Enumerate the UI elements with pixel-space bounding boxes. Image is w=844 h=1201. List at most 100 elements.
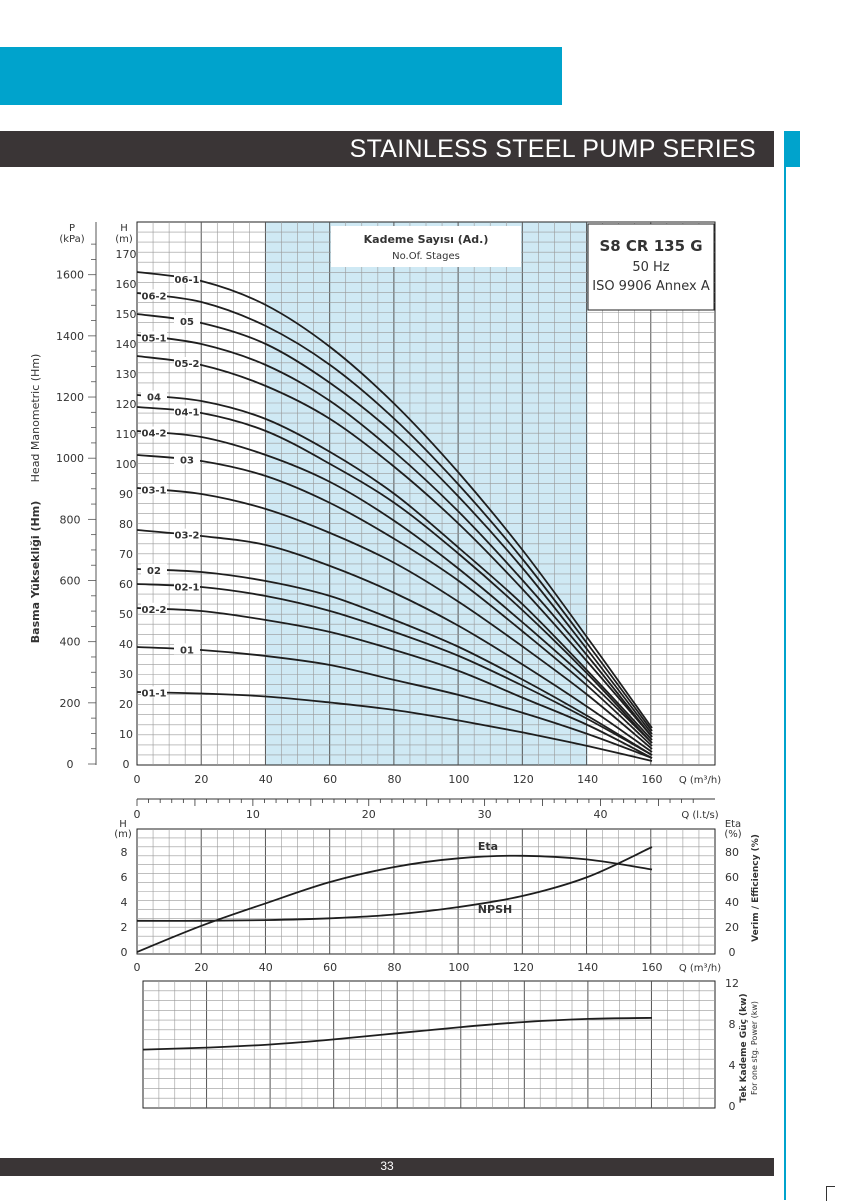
x-tick-label: 20 [194, 773, 208, 786]
model-box-bg [587, 223, 715, 311]
p-tick-label: 0 [67, 758, 74, 771]
stage-label-bg [174, 356, 200, 368]
head-curve-02-1 [136, 583, 653, 756]
y-axis-label-en: Head Manometric (Hm) [29, 354, 42, 483]
stage-label-02-1: 02-1 [174, 582, 199, 593]
head-curve-04 [136, 394, 653, 741]
npsh-tick-label: 0 [121, 946, 128, 959]
h-tick-label: 0 [123, 758, 130, 771]
npsh-curve-label: NPSH [478, 903, 512, 916]
x-tick-label: 80 [388, 773, 402, 786]
stage-label-bg [141, 602, 167, 614]
curve-eta [136, 854, 653, 953]
stage-label-bg [141, 331, 167, 343]
head-curve-03-1 [136, 487, 653, 750]
side-accent-line [784, 167, 786, 1200]
eta-axis-label: Verim / Efficiency (%) [751, 834, 761, 942]
h-axis-unit: (m) [115, 234, 133, 245]
head-curve-04-2 [136, 430, 653, 744]
lts-tick-label: 10 [246, 808, 260, 821]
stage-label-03-2: 03-2 [174, 531, 199, 542]
stage-label-02-2: 02-2 [141, 605, 166, 616]
lts-tick-label: 0 [134, 808, 141, 821]
lts-tick-label: 30 [478, 808, 492, 821]
h-tick-label: 90 [119, 488, 133, 501]
eta-tick-label: 60 [725, 871, 739, 884]
p-tick-label: 1600 [56, 269, 84, 282]
npsh-x-tick-label: 20 [194, 961, 208, 974]
head-curve-03 [136, 454, 653, 747]
head-curve-05-1 [136, 334, 653, 738]
head-curve-06-2 [136, 292, 653, 732]
h-tick-label: 50 [119, 608, 133, 621]
power-tick-label: 4 [729, 1059, 736, 1072]
npsh-tick-label: 6 [121, 871, 128, 884]
stages-box-bg [331, 226, 521, 267]
x-tick-label: 160 [642, 773, 663, 786]
head-curve-04-1 [136, 406, 653, 744]
h-tick-label: 30 [119, 668, 133, 681]
stage-label-03-1: 03-1 [141, 486, 166, 497]
npsh-x-tick-label: 0 [134, 961, 141, 974]
p-tick-label: 400 [60, 636, 81, 649]
npsh-x-axis-label: Q (m³/h) [679, 963, 721, 974]
stages-box-subtitle: No.Of. Stages [392, 251, 460, 262]
stages-box-title: Kademe Sayısı (Ad.) [364, 233, 489, 246]
head-curve-03-2 [136, 529, 653, 753]
npsh-x-tick-label: 80 [388, 961, 402, 974]
model-name: S8 CR 135 G [599, 237, 702, 255]
page-title: STAINLESS STEEL PUMP SERIES [349, 135, 756, 163]
stage-label-bg [174, 643, 200, 655]
head-curve-02 [136, 568, 653, 756]
p-tick-label: 1400 [56, 330, 84, 343]
stage-label-bg [141, 390, 167, 402]
h-tick-label: 110 [116, 428, 137, 441]
stage-label-01-1: 01-1 [141, 688, 166, 699]
eta-tick-label: 40 [725, 896, 739, 909]
stage-label-02: 02 [147, 566, 161, 577]
stage-label-bg [174, 453, 200, 465]
x-tick-label: 0 [134, 773, 141, 786]
power-tick-label: 8 [729, 1018, 736, 1031]
flow-lts-axis: 0 10 20 30 40 Q (l.t/s) [134, 798, 719, 821]
crop-mark [826, 1186, 835, 1201]
h-tick-label: 170 [116, 248, 137, 261]
h-tick-label: 140 [116, 338, 137, 351]
npsh-x-tick-label: 160 [642, 961, 663, 974]
stage-label-bg [174, 580, 200, 592]
stage-label-06-2: 06-2 [141, 291, 166, 302]
head-curve-01-1 [136, 691, 653, 762]
eta-tick-label: 80 [725, 846, 739, 859]
footer-bar: 33 [0, 1158, 774, 1176]
stage-label-01: 01 [180, 645, 194, 656]
h-tick-label: 10 [119, 728, 133, 741]
h-tick-label: 60 [119, 578, 133, 591]
model-frequency: 50 Hz [632, 260, 669, 275]
eta-axis-unit: Eta [725, 819, 741, 830]
npsh-axis-unit: H [119, 819, 127, 830]
p-tick-label: 600 [60, 575, 81, 588]
h-tick-label: 40 [119, 638, 133, 651]
power-tick-label: 12 [725, 977, 739, 990]
power-axis-label-en: For one stg. Power (kw) [750, 1001, 759, 1095]
x-tick-label: 60 [323, 773, 337, 786]
npsh-x-tick-label: 120 [513, 961, 534, 974]
x-tick-label: 120 [513, 773, 534, 786]
p-tick-label: 1200 [56, 391, 84, 404]
npsh-x-tick-label: 140 [577, 961, 598, 974]
p-axis-unit: P [69, 223, 75, 234]
x-axis-label: Q (m³/h) [679, 775, 721, 786]
npsh-axis-unit: (m) [114, 829, 132, 840]
eta-tick-label: 20 [725, 921, 739, 934]
eta-axis-unit: (%) [724, 829, 741, 840]
page-number: 33 [380, 1159, 394, 1173]
h-tick-label: 100 [116, 458, 137, 471]
head-curve-05-2 [136, 355, 653, 738]
h-tick-label: 160 [116, 278, 137, 291]
h-tick-label: 120 [116, 398, 137, 411]
y-axis-label-tr: Basma Yüksekliği (Hm) [29, 501, 42, 643]
stage-label-05-2: 05-2 [174, 359, 199, 370]
stage-label-bg [174, 314, 200, 326]
stage-label-06-1: 06-1 [174, 275, 199, 286]
